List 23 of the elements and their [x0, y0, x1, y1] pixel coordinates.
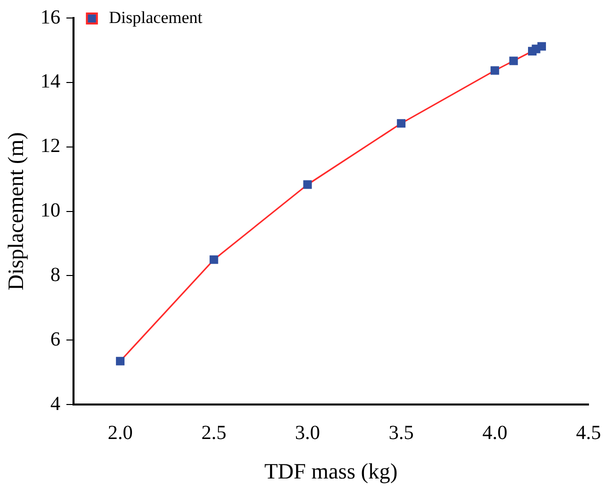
- y-axis-title: Displacement (m): [2, 132, 28, 290]
- point: [537, 42, 546, 51]
- y-tick-label: 4: [50, 392, 60, 415]
- point: [210, 255, 218, 264]
- x-tick-label: 2.5: [201, 422, 226, 444]
- x-tick-label: 2.0: [108, 422, 133, 444]
- legend-label: Displacement: [108, 8, 203, 27]
- y-tick-label: 6: [50, 328, 60, 350]
- y-tick-label: 12: [40, 135, 60, 158]
- x-axis-title: TDF mass (kg): [264, 458, 398, 484]
- x-tick-label: 4.5: [576, 422, 601, 444]
- x-tick-label: 3.0: [295, 422, 320, 444]
- y-tick-label: 10: [40, 200, 60, 222]
- point: [303, 180, 312, 189]
- x-tick-label: 3.5: [388, 422, 414, 444]
- y-tick-label: 8: [50, 264, 60, 286]
- point: [396, 119, 406, 128]
- point: [490, 66, 500, 75]
- y-tick-label: 14: [40, 70, 60, 93]
- x-tick-label: 4.0: [482, 422, 508, 444]
- y-tick-label: 16: [40, 6, 60, 28]
- point: [509, 56, 518, 66]
- point: [116, 356, 125, 366]
